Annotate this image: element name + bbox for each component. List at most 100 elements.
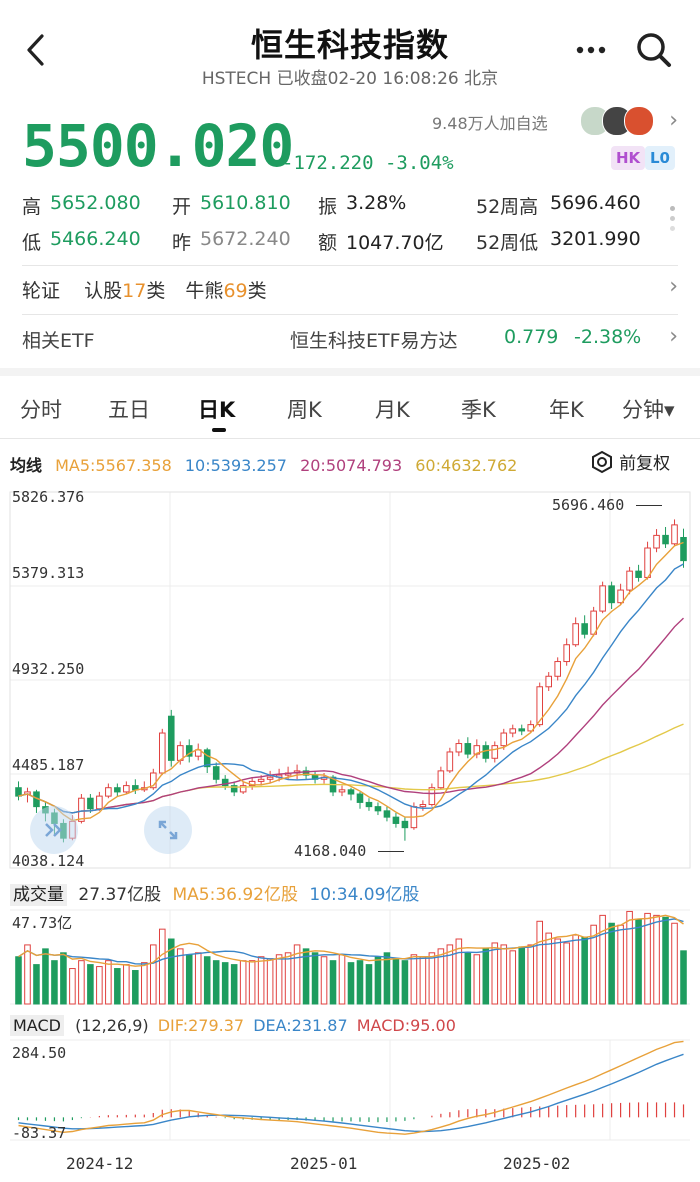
macd-dif-line <box>18 1040 684 1135</box>
volume-bar <box>392 958 400 1005</box>
macd-hist-value: MACD:95.00 <box>356 1016 456 1035</box>
x-tick-label: 2024-12 <box>66 1154 134 1173</box>
volume-bar <box>374 956 382 1005</box>
volume-bar <box>141 962 148 1005</box>
volume-bar <box>419 956 427 1005</box>
candle-body <box>302 770 310 776</box>
stats-row-1: 高 5652.080 开 5610.810 振 3.28% 52周高 5696.… <box>22 192 682 218</box>
volume-bar <box>518 946 526 1005</box>
last-price: 5500.020 <box>22 112 294 180</box>
expand-chart-button[interactable] <box>144 806 192 854</box>
search-icon[interactable] <box>632 28 676 72</box>
candle-body <box>419 804 427 808</box>
candle-body <box>338 789 346 793</box>
amplitude-label: 振 <box>318 196 338 218</box>
stats-row-2: 低 5466.240 昨 5672.240 额 1047.70亿 52周低 32… <box>22 228 682 254</box>
volume-bar <box>338 954 346 1005</box>
volume-bar <box>42 948 49 1005</box>
page-title: 恒生科技指数 <box>250 26 449 64</box>
etf-change: -2.38% <box>574 326 642 348</box>
volume-bar <box>105 960 112 1005</box>
candle-body <box>87 797 94 810</box>
tab-intraday[interactable]: 分时 <box>20 398 62 422</box>
volume-bar <box>132 970 139 1005</box>
volume-bar <box>185 954 193 1005</box>
candle-body <box>123 785 130 793</box>
ma5-line <box>18 541 684 822</box>
volume-bar <box>87 964 94 1005</box>
warrants-row[interactable]: 轮证 认股17类 牛熊69类 <box>22 276 682 304</box>
volume-bar <box>114 968 121 1005</box>
hk-badge: HK <box>611 146 646 170</box>
volume-bar <box>167 938 175 1005</box>
volume-bar <box>329 960 337 1005</box>
volume-bar <box>194 952 202 1005</box>
active-tab-indicator <box>212 428 226 432</box>
volume-bar <box>158 928 166 1005</box>
volume-bar <box>383 952 391 1005</box>
followers-count[interactable]: 9.48万人加自选 <box>432 114 548 133</box>
tab-weekly-k[interactable]: 周K <box>287 398 322 422</box>
week52-low-label: 52周低 <box>476 232 539 254</box>
candle-body <box>15 787 22 797</box>
week52-low-value: 3201.990 <box>550 228 641 250</box>
volume-bar <box>662 916 669 1005</box>
volume-bar <box>248 960 256 1005</box>
settings-hex-icon <box>592 450 612 473</box>
candle-body <box>635 570 642 578</box>
candle-body <box>383 810 391 818</box>
avatar <box>624 106 654 136</box>
tab-daily-k[interactable]: 日K <box>198 398 236 422</box>
more-icon[interactable] <box>574 38 608 62</box>
followers-chevron-icon[interactable]: › <box>669 108 678 133</box>
candle-body <box>608 585 615 604</box>
adjust-toggle[interactable]: 前复权 <box>590 449 670 475</box>
candle-body <box>518 728 526 732</box>
candle-body <box>509 728 517 734</box>
volume-bar <box>96 966 103 1005</box>
volume-bar <box>608 922 615 1005</box>
prev-close-label: 昨 <box>172 232 192 254</box>
candle-body <box>671 524 678 545</box>
x-tick-label: 2025-02 <box>503 1154 571 1173</box>
volume-bar <box>311 952 319 1005</box>
volume-bar <box>446 944 454 1005</box>
tab-quarterly-k[interactable]: 季K <box>461 398 496 422</box>
candle-body <box>554 661 561 677</box>
call-warrants-unit: 类 <box>146 280 166 302</box>
tab-monthly-k[interactable]: 月K <box>375 398 410 422</box>
y-tick-label: 4485.187 <box>12 756 85 774</box>
week52-high-label: 52周高 <box>476 196 539 218</box>
tab-yearly-k[interactable]: 年K <box>549 398 584 422</box>
ma10-value: 10:5393.257 <box>184 456 287 475</box>
low-value: 5466.240 <box>50 228 141 250</box>
candle-body <box>114 787 121 793</box>
tab-five-day[interactable]: 五日 <box>108 398 150 422</box>
follower-avatars[interactable] <box>580 106 660 136</box>
candle-body <box>626 570 633 591</box>
warrants-chevron-icon[interactable]: › <box>669 274 678 299</box>
divider <box>0 438 700 439</box>
candle-body <box>572 623 579 646</box>
back-icon[interactable] <box>18 30 54 70</box>
price-change: -172.220 -3.04% <box>282 152 454 174</box>
candle-body <box>464 743 472 755</box>
ma20-value: 20:5074.793 <box>300 456 403 475</box>
etf-row[interactable]: 相关ETF 恒生科技ETF易方达 0.779 -2.38% <box>22 326 682 354</box>
volume-bar <box>51 960 58 1005</box>
high-marker-label: 5696.460 <box>552 496 625 514</box>
open-label: 开 <box>172 196 192 218</box>
tab-minute[interactable]: 分钟▾ <box>622 398 675 422</box>
macd-dea: DEA:231.87 <box>253 1016 348 1035</box>
adjust-label: 前复权 <box>619 454 671 474</box>
cbbc-count: 69 <box>223 280 248 302</box>
etf-chevron-icon[interactable]: › <box>669 324 678 349</box>
kline-chart[interactable] <box>0 480 700 1180</box>
scroll-left-button[interactable] <box>30 806 78 854</box>
candle-body <box>374 806 382 812</box>
ma60-value: 60:4632.762 <box>415 456 518 475</box>
volume-bar <box>78 960 85 1005</box>
volume-bar <box>275 954 283 1005</box>
warrants-label: 轮证 <box>22 280 61 302</box>
turnover-value: 1047.70亿 <box>346 232 444 254</box>
